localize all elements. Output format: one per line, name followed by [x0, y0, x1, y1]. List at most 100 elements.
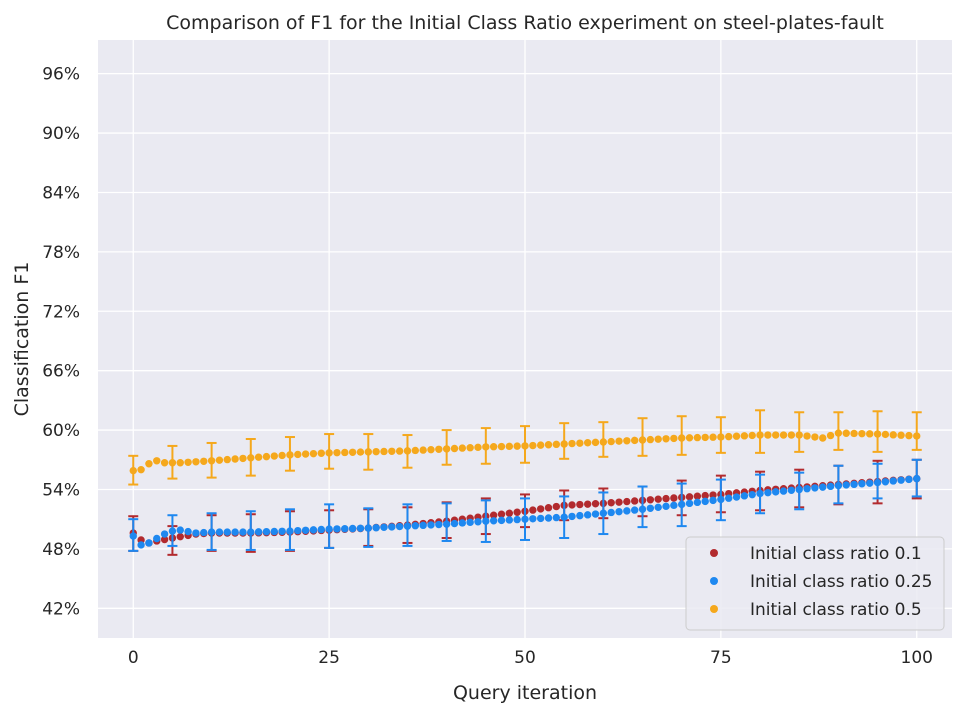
data-point [615, 437, 623, 445]
data-point [881, 478, 890, 486]
data-point [505, 516, 514, 524]
data-point [638, 505, 647, 513]
data-point [466, 518, 474, 527]
data-point [772, 488, 780, 496]
legend-box [685, 536, 945, 631]
tick-labels: 0 25 50 75 100 42% 48% 54% 60% 66% 72% 78% 84% 90% 96% [42, 65, 933, 668]
data-point [411, 522, 420, 530]
data-point [677, 500, 686, 509]
grid-lines [98, 40, 952, 638]
data-point [505, 509, 514, 517]
data-point [270, 452, 278, 460]
x-axis-label: Query iteration [453, 682, 597, 704]
data-point [709, 491, 717, 499]
data-point [262, 452, 271, 461]
data-point [897, 476, 905, 484]
data-point [372, 447, 380, 456]
data-point [301, 450, 310, 458]
data-point [858, 480, 866, 488]
data-point [160, 459, 169, 467]
data-point [685, 499, 694, 508]
data-point [740, 492, 749, 500]
data-point [427, 521, 435, 529]
data-point [223, 455, 231, 464]
data-point [153, 457, 161, 465]
data-point [811, 433, 819, 441]
data-point [419, 521, 427, 530]
data-point [294, 526, 302, 535]
data-point [458, 444, 467, 452]
data-point [458, 519, 467, 527]
data-point [701, 497, 709, 506]
data-point [497, 442, 506, 451]
data-point [803, 484, 811, 493]
data-point [403, 522, 412, 530]
data-point [638, 436, 647, 444]
data-point [646, 496, 655, 504]
data-point [654, 503, 662, 512]
data-point [254, 453, 263, 461]
data-point [231, 528, 239, 536]
data-point [153, 534, 161, 543]
data-point [607, 437, 615, 446]
data-point [842, 429, 850, 437]
data-point [388, 523, 396, 531]
data-point [529, 506, 537, 514]
data-point [333, 525, 341, 533]
data-point [756, 489, 764, 498]
data-point [560, 513, 568, 521]
data-point [576, 511, 584, 520]
data-point [772, 431, 780, 439]
data-point [819, 483, 827, 491]
y-tick-label: 78% [42, 243, 80, 263]
data-point [576, 439, 584, 447]
data-point [301, 526, 310, 534]
data-point [858, 429, 866, 438]
data-point [623, 497, 631, 506]
series-2 [128, 458, 922, 552]
data-point [231, 455, 239, 463]
data-point [662, 494, 670, 503]
data-point [889, 431, 897, 439]
chart-title: Comparison of F1 for the Initial Class R… [166, 12, 884, 34]
data-point [207, 457, 216, 465]
data-point [630, 497, 639, 505]
data-point [325, 449, 333, 457]
data-point [489, 443, 498, 451]
data-point [145, 539, 153, 547]
data-point [254, 528, 263, 536]
data-point [709, 433, 717, 441]
data-point [215, 528, 224, 536]
series-layer [128, 409, 922, 556]
x-tick-label: 25 [318, 648, 340, 668]
data-point [576, 500, 584, 509]
legend: Initial class ratio 0.1 Initial class rat… [685, 536, 945, 631]
data-point [536, 514, 545, 523]
y-tick-label: 90% [42, 124, 80, 144]
data-point [395, 447, 404, 455]
data-point [654, 495, 662, 503]
data-point [670, 494, 678, 502]
data-point [826, 482, 835, 491]
data-point [450, 519, 459, 528]
legend-entry-label: Initial class ratio 0.5 [750, 600, 922, 620]
data-point [380, 447, 388, 456]
y-axis-label: Classification F1 [11, 262, 33, 417]
data-point [693, 492, 702, 500]
x-tick-label: 0 [128, 648, 139, 668]
data-point [513, 442, 521, 450]
data-point [168, 527, 177, 535]
data-point [764, 431, 772, 439]
data-point [873, 430, 882, 438]
data-point [826, 431, 835, 440]
data-point [819, 434, 827, 442]
data-point [278, 527, 286, 535]
data-point [732, 432, 741, 440]
data-point [145, 460, 153, 468]
data-point [482, 517, 490, 525]
data-point [630, 506, 639, 514]
data-point [607, 508, 615, 517]
data-point [866, 479, 874, 487]
data-point [294, 450, 302, 459]
data-point [552, 502, 561, 511]
